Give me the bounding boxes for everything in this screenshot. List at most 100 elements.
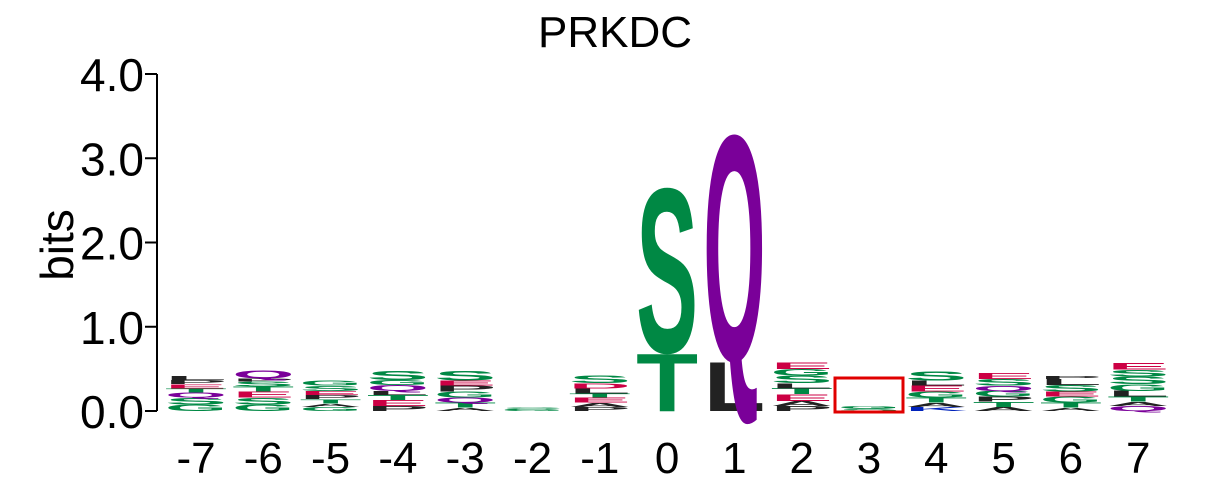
logo-letter: E — [1040, 390, 1102, 398]
logo-letter: E — [367, 399, 429, 408]
logo-letter: S — [905, 369, 967, 384]
x-tick-label: -6 — [244, 434, 283, 483]
logo-letter: A — [1107, 401, 1169, 408]
logo-letter: G — [973, 389, 1035, 398]
logo-letter: T — [905, 396, 967, 404]
logo-letter: E — [771, 361, 833, 371]
y-axis: 0.0 1.0 2.0 3.0 4.0 — [80, 49, 158, 438]
chart-title: PRKDC — [538, 8, 692, 57]
logo-letter: S — [434, 368, 496, 384]
logo-letter: G — [232, 403, 294, 413]
logo-letter: S — [1040, 383, 1102, 393]
logo-letter: P — [1040, 375, 1102, 380]
logo-letter: A — [771, 400, 833, 408]
logo-letter: L — [905, 379, 967, 387]
logo-letter: S — [300, 385, 362, 393]
logo-letter: A — [434, 407, 496, 412]
x-tick-label: -7 — [176, 434, 215, 483]
logo-letter: T — [165, 387, 227, 394]
logo-letter: E — [232, 390, 294, 399]
logo-letter: G — [434, 390, 496, 399]
logo-letter: Q — [165, 391, 227, 399]
logo-letter: S — [502, 407, 564, 410]
logo-letter: P — [434, 384, 496, 393]
y-tick-label: 3.0 — [80, 133, 144, 185]
logo-letter: G — [1107, 382, 1169, 392]
logo-letter: G — [502, 409, 564, 412]
logo-letter: P — [973, 395, 1035, 403]
x-tick-label: 7 — [1126, 434, 1150, 483]
logo-letter: G — [1040, 395, 1102, 404]
logo-letter: L — [1040, 378, 1102, 387]
logo-letter: G — [905, 390, 967, 399]
logo-letter: S — [636, 140, 698, 403]
logo-letter: E — [973, 372, 1035, 381]
y-tick-label: 1.0 — [80, 302, 144, 354]
logo-letter: S — [1107, 375, 1169, 387]
y-tick-label: 4.0 — [80, 49, 144, 101]
x-tick-label: -5 — [311, 434, 350, 483]
logo-letter: S — [165, 396, 227, 406]
logo-letter: K — [905, 406, 967, 413]
x-axis-tick-labels: -7 -6 -5 -4 -3 -2 -1 0 1 2 3 4 5 6 7 — [176, 434, 1150, 483]
logo-letter: P — [771, 405, 833, 413]
logo-letter: Q — [703, 67, 765, 429]
logo-letter: L — [1107, 389, 1169, 398]
logo-letter: T — [300, 398, 362, 405]
x-tick-label: -1 — [580, 434, 619, 483]
x-tick-label: -4 — [378, 434, 417, 483]
logo-letter: Q — [1107, 405, 1169, 413]
logo-letter: G — [367, 379, 429, 387]
logo-letter: E — [569, 396, 631, 404]
logo-letter: L — [703, 348, 765, 426]
logo-letter: T — [973, 401, 1035, 409]
x-tick-label: 1 — [722, 434, 746, 483]
logo-letter: S — [838, 408, 900, 412]
x-tick-label: -3 — [446, 434, 485, 483]
logo-letter: T — [569, 392, 631, 399]
logo-letter: T — [1040, 401, 1102, 409]
logo-letter: L — [771, 382, 833, 390]
logo-letter: T — [367, 394, 429, 402]
x-tick-label: 0 — [655, 434, 679, 483]
x-tick-label: -2 — [513, 434, 552, 483]
logo-letter: P — [232, 377, 294, 382]
logo-letter: P — [367, 405, 429, 413]
logo-letter: E — [1107, 361, 1169, 371]
logo-letter: S — [232, 396, 294, 406]
y-axis-label: bits — [31, 209, 83, 281]
logo-letter: Q — [973, 385, 1035, 393]
logo-letter: S — [232, 380, 294, 388]
logo-letter: G — [300, 406, 362, 413]
x-tick-label: 2 — [789, 434, 813, 483]
logo-letter: A — [973, 406, 1035, 413]
logo-letter: P — [165, 379, 227, 386]
logo-letter: S — [367, 368, 429, 383]
logo-letter: T — [636, 337, 698, 429]
logo-letter: A — [569, 402, 631, 409]
logo-letter: A — [905, 402, 967, 409]
logo-letter: T — [1107, 395, 1169, 403]
logo-letter: G — [165, 403, 227, 413]
logo-letter: D — [569, 382, 631, 390]
logo-letter: P — [569, 406, 631, 413]
x-tick-label: 5 — [991, 434, 1015, 483]
logo-letter: S — [973, 377, 1035, 387]
logo-letter: Q — [367, 383, 429, 392]
logo-letter: E — [434, 379, 496, 387]
logo-letter: T — [434, 401, 496, 409]
y-tick-label: 2.0 — [80, 218, 144, 270]
logo-letter: Q — [434, 396, 496, 404]
x-tick-label: 3 — [857, 434, 881, 483]
logo-letter: L — [367, 390, 429, 397]
x-tick-label: 6 — [1059, 434, 1083, 483]
logo-letter: E — [300, 390, 362, 397]
logo-letter: L — [569, 387, 631, 395]
logo-letter: E — [771, 393, 833, 403]
logo-letter: E — [905, 384, 967, 393]
logo-letter: T — [771, 387, 833, 396]
logo-letter: A — [1040, 407, 1102, 412]
x-tick-label: 4 — [924, 434, 948, 483]
